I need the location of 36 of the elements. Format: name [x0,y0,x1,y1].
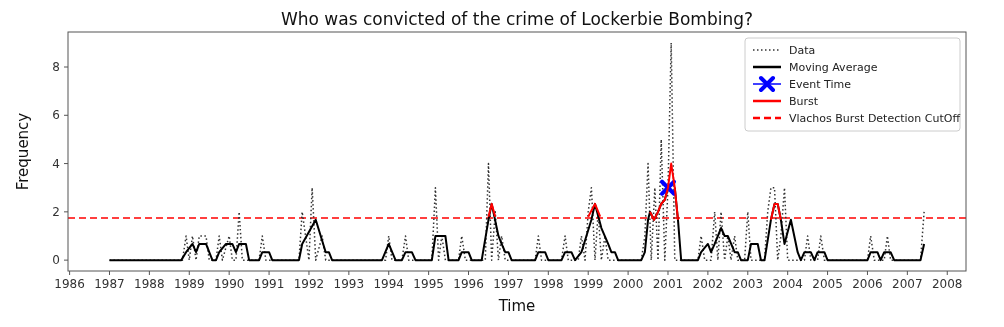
y-tick-label: 8 [52,60,60,75]
x-tick-label: 1999 [572,277,604,291]
x-tick-label: 1986 [54,277,85,291]
legend-label: Moving Average [789,61,878,74]
x-tick-label: 1988 [134,277,165,291]
x-tick-label: 2000 [612,277,644,291]
x-tick-label: 2007 [892,277,923,291]
y-tick-label: 4 [52,156,60,171]
x-tick-label: 2006 [852,277,883,291]
x-tick-label: 1987 [94,277,125,291]
x-axis-title: Time [497,297,536,315]
x-tick-label: 1998 [533,277,564,291]
legend-label: Event Time [789,78,852,91]
x-tick-label: 1993 [333,277,365,291]
x-tick-label: 1996 [453,277,484,291]
x-tick-label: 2004 [772,277,803,291]
chart-title: Who was convicted of the crime of Lockerbie Bombing? [280,9,754,29]
legend-label: Data [789,44,816,57]
x-tick-label: 1990 [213,277,245,291]
legend-label: Burst [789,95,819,108]
x-tick-label: 1989 [174,277,205,291]
x-tick-label: 1994 [373,277,405,291]
x-tick-label: 2008 [931,277,963,291]
x-tick-label: 2002 [692,277,724,291]
x-tick-label: 1995 [413,277,444,291]
x-tick-label: 1997 [493,277,524,291]
x-tick-label: 2001 [652,277,684,291]
y-tick-label: 2 [52,204,60,219]
x-tick-label: 1991 [253,277,285,291]
x-tick-label: 1992 [293,277,325,291]
y-tick-label: 6 [52,108,60,123]
y-tick-label: 0 [52,253,60,268]
x-tick-label: 2003 [732,277,764,291]
x-tick-label: 2005 [812,277,843,291]
legend-label: Vlachos Burst Detection CutOff [789,112,961,125]
y-axis-title: Frequency [14,112,32,191]
